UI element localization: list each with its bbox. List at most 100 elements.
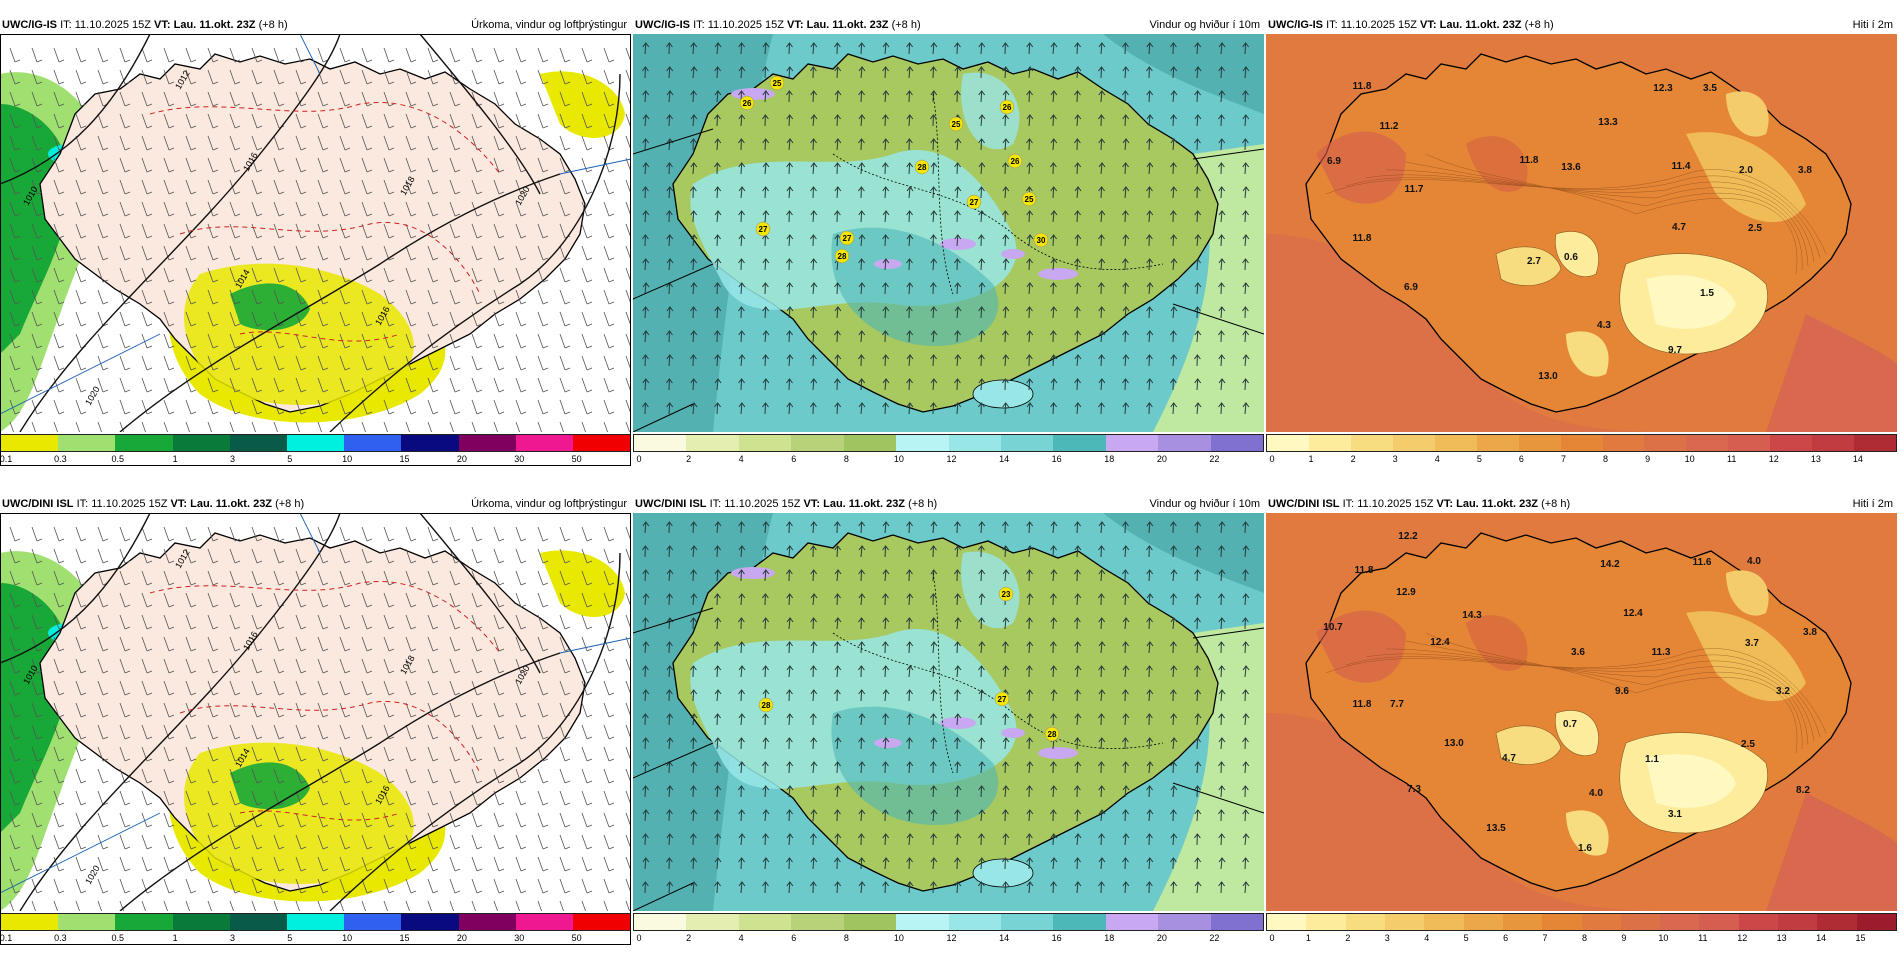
temp-panel-igis: UWC/IG-IS IT: 11.10.2025 15Z VT: Lau. 11… (1266, 18, 1897, 480)
scale-tick-label: 3 (230, 454, 235, 464)
scale-tick-label: 8 (844, 454, 849, 464)
scale-swatch (230, 435, 287, 451)
scale-swatch (1603, 435, 1645, 451)
scale-tick-label: 50 (572, 933, 582, 943)
panel-run-info: UWC/DINI ISL IT: 11.10.2025 15Z VT: Lau.… (1268, 497, 1570, 511)
temperature-label: 11.6 (1693, 557, 1712, 568)
scale-tick-label: 0 (1269, 454, 1274, 464)
valid-label: VT: (1437, 498, 1454, 510)
scale-tick-label: 15 (400, 454, 410, 464)
lead-time: (+8 h) (275, 498, 304, 510)
scale-tick-label: 0 (636, 454, 641, 464)
gust-label: 28 (759, 698, 773, 712)
scale-swatch (173, 435, 230, 451)
scale-tick-label: 6 (1503, 933, 1508, 943)
scale-swatch (573, 914, 630, 930)
scale-tick-label: 0 (636, 933, 641, 943)
lead-time: (+8 h) (908, 498, 937, 510)
gust-value: 25 (952, 120, 961, 129)
scale-swatch (1, 435, 58, 451)
scale-swatch (1346, 914, 1385, 930)
panel-header: UWC/IG-IS IT: 11.10.2025 15Z VT: Lau. 11… (633, 18, 1264, 32)
temperature-label: 9.7 (1668, 345, 1682, 356)
scale-tick-label: 3 (1393, 454, 1398, 464)
scale-swatch (1306, 914, 1345, 930)
gust-label: 23 (999, 587, 1013, 601)
panel-title: Vindur og hviður í 10m (1150, 18, 1260, 32)
scale-tick-label: 8 (1582, 933, 1587, 943)
temperature-label: 3.6 (1571, 647, 1585, 658)
panel-header: UWC/IG-IS IT: 11.10.2025 15Z VT: Lau. 11… (0, 18, 631, 32)
gust-value: 27 (843, 234, 852, 243)
temperature-label: 4.7 (1502, 753, 1516, 764)
scale-swatch (1158, 914, 1210, 930)
lead-time: (+8 h) (1541, 498, 1570, 510)
scale-swatch (1211, 435, 1263, 451)
temperature-label: 1.6 (1578, 843, 1592, 854)
scale-tick-label: 8 (1603, 454, 1608, 464)
scale-swatch (1464, 914, 1503, 930)
scale-tick-label: 6 (1519, 454, 1524, 464)
gust-value: 28 (1048, 730, 1057, 739)
scale-swatch (115, 914, 172, 930)
temperature-label: 13.0 (1444, 738, 1464, 749)
gust-label: 27 (756, 222, 770, 236)
scale-tick-label: 5 (287, 933, 292, 943)
scale-tick-label: 3 (1385, 933, 1390, 943)
lead-time: (+8 h) (1525, 19, 1554, 31)
temperature-label: 9.6 (1615, 686, 1629, 697)
temperature-label: 6.9 (1327, 156, 1341, 167)
panel-title: Hiti í 2m (1853, 497, 1893, 511)
scale-swatch (1, 914, 58, 930)
scale-swatch (58, 435, 115, 451)
scale-tick-label: 0 (1269, 933, 1274, 943)
scale-tick-label: 13 (1777, 933, 1787, 943)
gust-value: 23 (1002, 590, 1011, 599)
scale-tick-label: 20 (1157, 454, 1167, 464)
scale-tick-label: 11 (1727, 454, 1736, 464)
temperature-label: 3.2 (1776, 686, 1790, 697)
panel-run-info: UWC/IG-IS IT: 11.10.2025 15Z VT: Lau. 11… (1268, 18, 1554, 32)
init-time: IT: 11.10.2025 15Z (693, 19, 784, 31)
temperature-label: 3.1 (1668, 809, 1682, 820)
gust-value: 26 (1003, 103, 1012, 112)
init-time: IT: 11.10.2025 15Z (710, 498, 801, 510)
scale-swatch (1728, 435, 1770, 451)
scale-tick-label: 9 (1621, 933, 1626, 943)
gust-value: 30 (1037, 236, 1046, 245)
model-name: UWC/IG-IS (2, 19, 57, 31)
scale-tick-label: 4 (739, 454, 744, 464)
scale-swatch (1211, 914, 1263, 930)
scale-tick-label: 10 (894, 454, 904, 464)
scale-tick-label: 7 (1561, 454, 1566, 464)
panel-title: Úrkoma, vindur og loftþrýstingur (471, 497, 627, 511)
valid-time: Lau. 11.okt. 23Z (807, 19, 889, 31)
init-time: IT: 11.10.2025 15Z (1343, 498, 1434, 510)
panel-run-info: UWC/IG-IS IT: 11.10.2025 15Z VT: Lau. 11… (635, 18, 921, 32)
temperature-label: 3.8 (1798, 165, 1812, 176)
scale-tick-label: 0.1 (0, 933, 12, 943)
gust-label: 26 (1008, 154, 1022, 168)
gust-label: 28 (1045, 727, 1059, 741)
scale-swatch (686, 914, 738, 930)
scale-swatch (1503, 914, 1542, 930)
temperature-label: 2.5 (1748, 223, 1762, 234)
scale-tick-label: 0.1 (0, 454, 12, 464)
scale-swatch (896, 914, 948, 930)
panel-run-info: UWC/DINI ISL IT: 11.10.2025 15Z VT: Lau.… (635, 497, 937, 511)
scale-swatch (516, 435, 573, 451)
gust-label: 28 (835, 249, 849, 263)
model-name: UWC/DINI ISL (1268, 498, 1340, 510)
scale-swatch (1739, 914, 1778, 930)
gust-label: 26 (740, 96, 754, 110)
temperature-label: 2.0 (1739, 165, 1753, 176)
gust-label: 25 (1022, 192, 1036, 206)
gust-value: 27 (759, 225, 768, 234)
temperature-label: 11.3 (1652, 647, 1671, 658)
panel-header: UWC/DINI ISL IT: 11.10.2025 15Z VT: Lau.… (633, 497, 1264, 511)
gust-value: 28 (918, 163, 927, 172)
gust-label: 27 (995, 692, 1009, 706)
valid-time: Lau. 11.okt. 23Z (190, 498, 272, 510)
